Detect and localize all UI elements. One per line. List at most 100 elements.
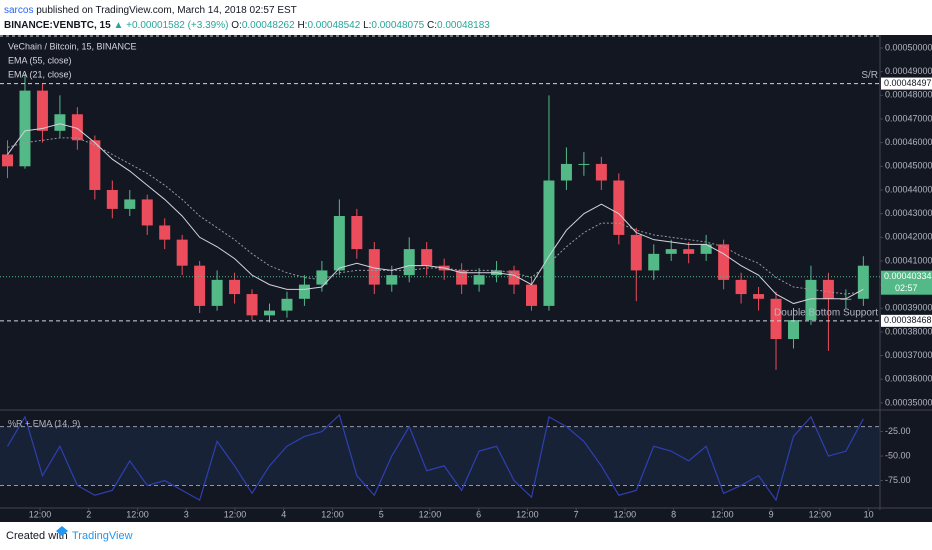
y-tick-label: 0.00050000 [885,42,932,52]
x-tick-label: 6 [476,509,481,519]
candle-body [787,320,799,340]
author[interactable]: sarcos [4,5,33,16]
ema-line [7,123,864,305]
x-tick-label: 12:00 [711,509,734,519]
y-tick-label: 0.00047000 [885,113,932,123]
y-tick-label: -50.00 [885,450,911,460]
y-tick-label: 0.00041000 [885,255,932,265]
candle-body [246,294,258,316]
candle-body [386,275,398,285]
symbol-line: BINANCE:VENBTC, 15 ▲ +0.00001582 (+3.39%… [4,20,490,31]
candle-body [578,163,590,165]
candle-body [351,215,363,250]
y-tick-label: 0.00038000 [885,326,932,336]
candle-body [106,189,118,209]
candle-body [456,270,468,285]
logo [56,526,68,536]
y-tick-label: 0.00043000 [885,208,932,218]
candle-body [36,90,48,131]
y-tick-label: -75.00 [885,475,911,485]
candle-body [333,215,345,271]
indicator-title: %R + EMA (14, 9) [8,418,80,428]
x-tick-label: 8 [671,509,676,519]
ohlc-value: 0.00048075 [371,20,424,31]
candle-body [595,163,607,181]
x-tick-label: 5 [379,509,384,519]
candle-body [421,249,433,266]
level-label: 0.00038468 [884,315,932,325]
candle-body [194,265,206,306]
candle-body [770,298,782,340]
y-tick-label: 0.00048000 [885,90,932,100]
x-tick-label: 10 [864,509,874,519]
ohlc-value: 0.00048542 [307,20,360,31]
y-tick-label: 0.00046000 [885,137,932,147]
y-tick-label: 0.00036000 [885,374,932,384]
x-tick-label: 12:00 [614,509,637,519]
candle-body [2,154,14,167]
ohlc-label: O: [231,20,242,31]
y-tick-label: 0.00042000 [885,232,932,242]
created-with: Created with [6,530,68,542]
level-label-box [881,77,932,90]
ohlc-value: 0.00048183 [437,20,490,31]
candle-body [368,249,380,285]
candle-body [176,239,188,266]
x-tick-label: 7 [574,509,579,519]
ohlc-label: L: [363,20,371,31]
candle-body [403,249,415,276]
band-fill [0,426,880,486]
level-label: 0.00048497 [884,78,932,88]
x-tick-label: 9 [769,509,774,519]
candle-body [560,163,572,181]
candle-body [822,279,834,299]
change: +0.00001582 (+3.39%) [126,20,228,31]
candle-body [71,114,83,141]
ohlc-value: 0.00048262 [242,20,295,31]
candle-body [141,199,153,226]
x-tick-label: 3 [184,509,189,519]
candle-body [630,234,642,271]
last-price-label: 0.00040334 [884,271,932,281]
x-tick-label: 12:00 [419,509,442,519]
level-annotation: S/R [861,70,878,81]
x-tick-label: 12:00 [809,509,832,519]
candle-body [543,180,555,306]
countdown: 02:57 [895,283,918,293]
y-tick-label: 0.00035000 [885,397,932,407]
candle-body [89,140,101,190]
candle-body [54,114,66,131]
candle-body [753,294,765,299]
candle-body [700,244,712,254]
y-tick-label: -25.00 [885,426,911,436]
ohlc-label: H: [297,20,307,31]
chart-title: VeChain / Bitcoin, 15, BINANCE [8,41,137,51]
candle-body [648,253,660,271]
candle-body [508,270,520,285]
ohlc-label: C: [427,20,437,31]
x-tick-label: 4 [281,509,286,519]
y-tick-label: 0.00044000 [885,184,932,194]
candle-body [665,249,677,254]
level-annotation: Double Bottom Support [774,307,878,318]
brand[interactable]: TradingView [72,530,133,542]
y-tick-label: 0.00037000 [885,350,932,360]
candle-body [281,298,293,311]
candle-body [159,225,171,240]
candle-body [211,279,223,306]
published-line: sarcos published on TradingView.com, Mar… [4,5,297,16]
candle-body [229,279,241,295]
candle-body [613,180,625,235]
level-label-box [881,314,932,327]
candle-body [805,279,817,321]
candle-body [316,270,328,285]
published: published on TradingView.com, March 14, … [36,5,297,16]
ema-line [7,137,864,295]
symbol: BINANCE:VENBTC, 15 [4,20,111,31]
candle-body [473,275,485,285]
arrow: ▲ [113,20,123,31]
candle-body [525,284,537,306]
candle-body [718,244,730,280]
